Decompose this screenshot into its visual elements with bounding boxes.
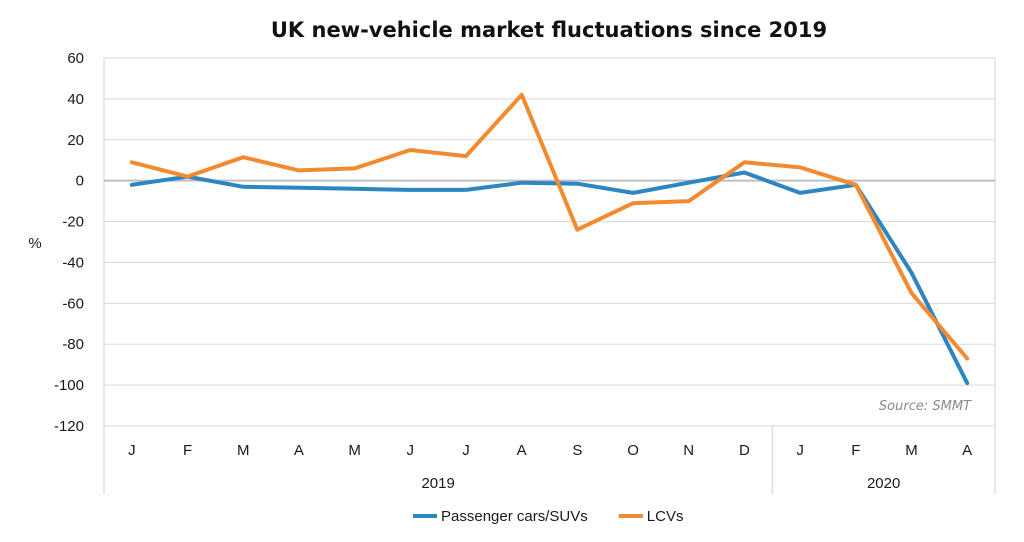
y-tick-label: 0 [76,173,84,190]
x-tick-label: J [128,442,136,459]
y-tick-label: 20 [67,132,84,149]
source-note: Source: SMMT [879,399,972,414]
group-label: 2020 [867,475,900,492]
legend-entry: LCVs [647,508,684,525]
x-tick-label: F [183,442,192,459]
y-tick-label: -120 [54,418,84,435]
x-tick-label: J [796,442,804,459]
chart-title: UK new-vehicle market fluctuations since… [271,18,827,42]
legend: Passenger cars/SUVs LCVs [413,508,683,525]
y-tick-label: 60 [67,50,84,67]
x-tick-label: A [294,442,304,459]
x-tick-label: J [462,442,470,459]
x-tick-label: A [517,442,527,459]
x-tick-label: M [905,442,918,459]
group-label: 2019 [421,475,454,492]
y-tick-label: -20 [62,214,84,231]
y-tick-label: -60 [62,295,84,312]
legend-entry: Passenger cars/SUVs [441,508,588,525]
y-tick-label: -40 [62,254,84,271]
x-tick-label: M [348,442,361,459]
y-tick-label: -80 [62,336,84,353]
x-tick-label: M [237,442,250,459]
x-tick-label: D [739,442,750,459]
y-tick-label: -100 [54,377,84,394]
x-tick-label: N [683,442,694,459]
x-tick-label: F [851,442,860,459]
series-line-lcvs [129,92,970,361]
plot-frame [103,57,996,427]
plot-area: 60 40 20 0 -20 -40 -60 -80 -100 -120 J F M A M J J A S O N D J… [54,50,996,494]
x-tick-label: A [962,442,972,459]
x-tick-label: O [627,442,639,459]
x-tick-label: S [572,442,582,459]
x-tick-label: J [407,442,415,459]
series-line-passenger-cars-suvs [129,170,970,386]
y-tick-label: 40 [67,91,84,108]
y-axis-label: % [28,235,41,252]
